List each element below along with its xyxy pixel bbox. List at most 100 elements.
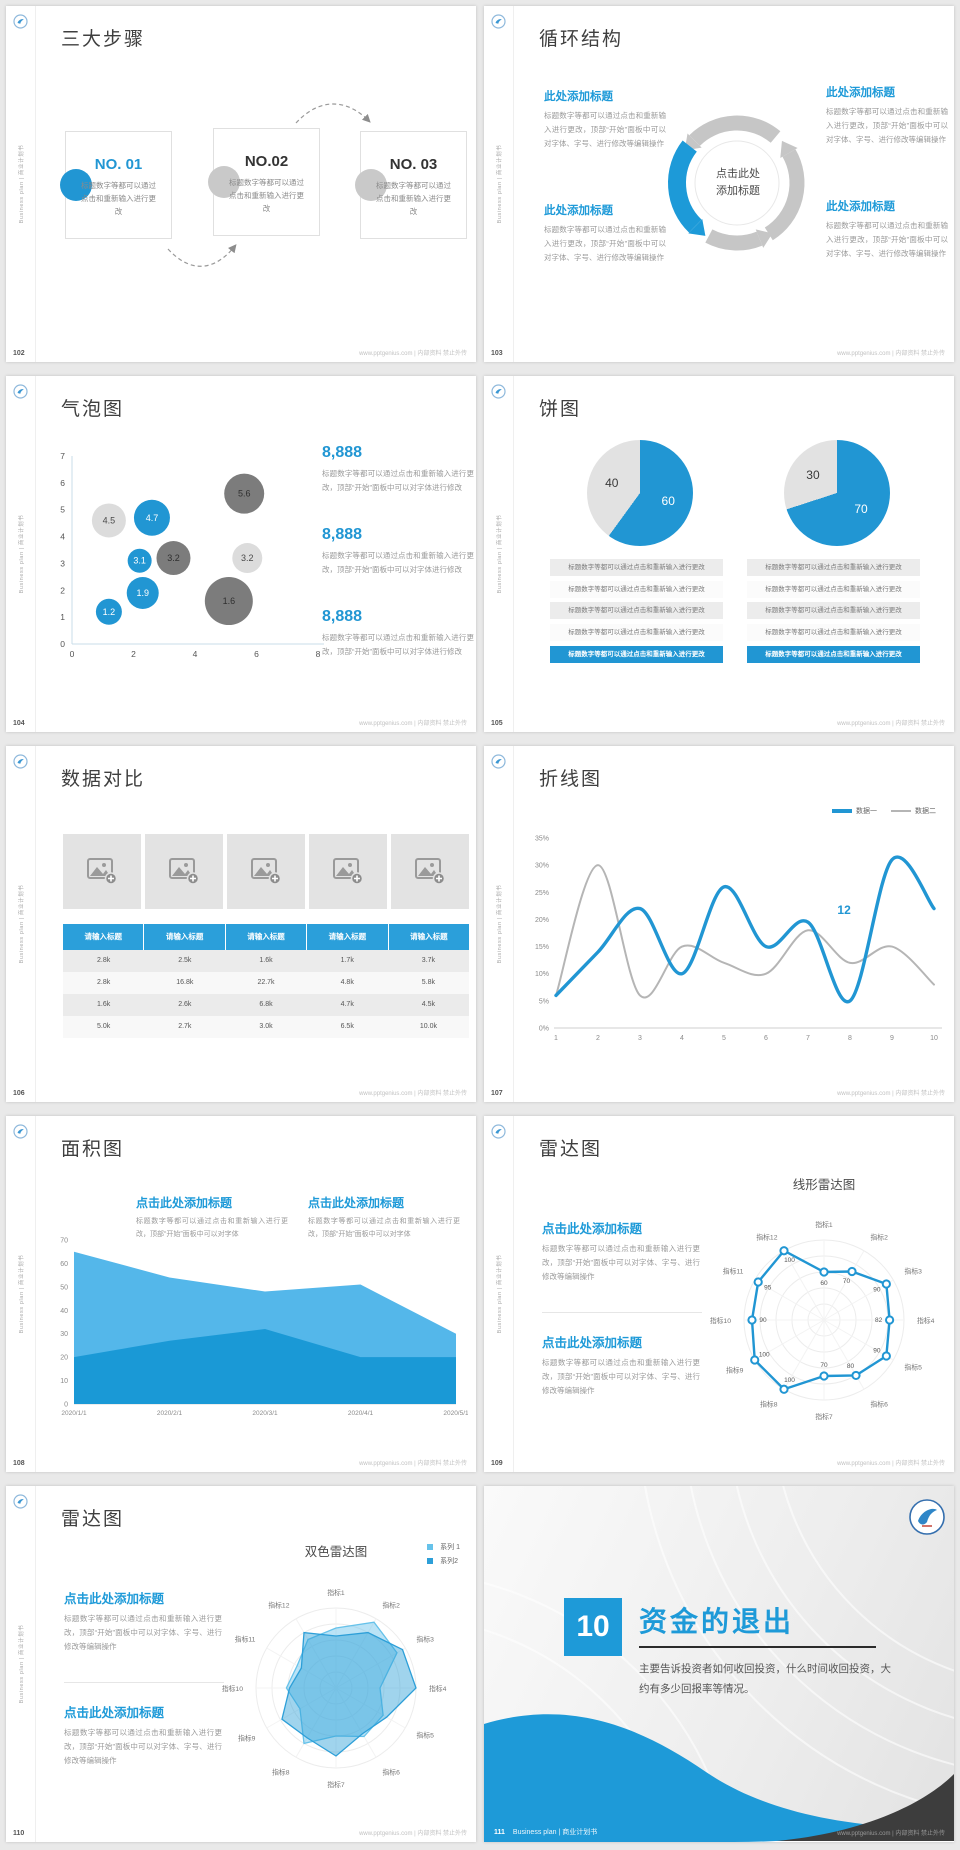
slide-107-line[interactable]: Business plan | 商业计划书 折线图 数据一 数据二 0% 5% 10%… [484,746,954,1102]
pie-row: 标题数字等都可以通过点击和重新输入进行更改 [550,645,723,663]
svg-text:4: 4 [60,532,65,542]
table-cell: 4.8k [340,979,354,986]
svg-text:3.2: 3.2 [167,553,180,563]
page-title: 气泡图 [61,399,125,420]
svg-text:指标2: 指标2 [871,1232,889,1241]
page-number: 107 [491,1090,503,1097]
table-cell: 5.8k [421,979,436,986]
page-title: 雷达图 [61,1509,125,1530]
table-header-cell: 请输入标题 [63,924,144,950]
svg-text:指标10: 指标10 [222,1684,243,1693]
rail-vertical-text: Business plan | 商业计划书 [19,514,25,594]
table-cell: 6.8k [259,1001,273,1008]
image-placeholder[interactable] [63,834,141,909]
pie-row: 标题数字等都可以通过点击和重新输入进行更改 [747,580,920,598]
table-cell: 6.5k [340,1023,354,1030]
svg-text:80: 80 [847,1363,855,1370]
slide-110-radar-dual[interactable]: Business plan | 商业计划书 雷达图 点击此处添加标题 标题数字等… [6,1486,476,1842]
image-placeholder[interactable] [227,834,305,909]
svg-text:6: 6 [764,1035,768,1042]
slide-106-compare[interactable]: Business plan | 商业计划书 数据对比 请输入标题 请输入标题 请输入… [6,746,476,1102]
svg-text:20: 20 [60,1355,68,1362]
pie-row: 标题数字等都可以通过点击和重新输入进行更改 [550,559,723,576]
pie-row: 标题数字等都可以通过点击和重新输入进行更改 [747,624,920,642]
table-cell: 2.8k [96,957,111,964]
svg-text:指标8: 指标8 [272,1768,290,1777]
svg-text:指标5: 指标5 [417,1731,435,1740]
block-title: 点击此处添加标题 [136,1196,233,1210]
table-cell: 1.6k [96,1001,111,1008]
page-number: 110 [13,1830,25,1837]
block-title: 点击此处添加标题 [542,1222,643,1236]
table-cell: 2.5k [178,957,192,964]
page-title: 循环结构 [539,29,624,50]
step-card-3[interactable]: NO. 03 标题数字等都可以通过点击和重新输入进行更改 [355,131,467,239]
step-card-2[interactable]: NO.02 标题数字等都可以通过点击和重新输入进行更改 [208,128,320,236]
image-placeholder[interactable] [309,834,387,909]
svg-text:指标6: 指标6 [871,1400,889,1409]
svg-text:5.6: 5.6 [238,489,251,499]
block-body: 标题数字等都可以通过点击和重新输入进行更改，顶部“开始”面板中可以对字体、字号、… [826,221,948,258]
radar-block-1: 点击此处添加标题 标题数字等都可以通过点击和重新输入进行更改，顶部“开始”面板中… [64,1588,222,1654]
slide-content: 循环结构 此处添加标题 标题数字等都可以通过点击和重新输入进行更改，顶部“开始”… [514,6,954,362]
slide-104-bubble[interactable]: Business plan | 商业计划书 气泡图 0 1 2 3 4 5 6 7 0 2 4 6 8 4… [6,376,476,732]
legend-label: 数据二 [915,808,936,815]
slide-111-cover[interactable]: 10 资金的退出 主要告诉投资者如何收回投资，什么时间收回投资，大约有多少回报率… [484,1486,954,1842]
svg-text:2: 2 [131,649,136,659]
section-number: 10 [564,1598,622,1656]
slide-content: 三大步骤 NO. 01 标题数字等都可以通过点击和重新输入进行更改 NO.02 … [36,6,476,362]
radar-legend: 系列 1 系列2 [427,1542,460,1570]
svg-text:指标3: 指标3 [417,1635,435,1644]
page-title: 折线图 [539,769,603,790]
page-title: 数据对比 [61,769,146,790]
slide-rail: Business plan | 商业计划书 [6,1486,36,1842]
table-header-cell: 请输入标题 [144,924,225,950]
table-cell: 2.8k [96,979,111,986]
step-card-1[interactable]: NO. 01 标题数字等都可以通过点击和重新输入进行更改 [60,131,172,239]
image-placeholder[interactable] [145,834,223,909]
table-cell: 4.5k [421,1001,436,1008]
svg-text:指标5: 指标5 [905,1363,923,1372]
pie-rows-right: 标题数字等都可以通过点击和重新输入进行更改 标题数字等都可以通过点击和重新输入进行… [747,559,920,667]
legend-label: 数据一 [856,808,877,815]
slide-102-steps[interactable]: Business plan | 商业计划书 三大步骤 NO. 01 标题数字等都… [6,6,476,362]
step-bump [208,166,240,198]
radar-block-2: 点击此处添加标题 标题数字等都可以通过点击和重新输入进行更改，顶部“开始”面板中… [64,1702,222,1768]
svg-text:5: 5 [722,1035,726,1042]
image-placeholder[interactable] [391,834,469,909]
legend-item: 数据一 [832,806,877,816]
svg-text:40: 40 [60,1308,68,1315]
slide-103-cycle[interactable]: Business plan | 商业计划书 循环结构 此处添加标题 标题数字等都… [484,6,954,362]
svg-text:指标3: 指标3 [905,1267,923,1276]
svg-text:7: 7 [806,1035,810,1042]
table-row: 2.8k 2.5k 1.6k 1.7k 3.7k [63,950,469,972]
section-title: 资金的退出 [639,1606,795,1637]
rail-vertical-text: Business plan | 商业计划书 [497,884,503,964]
logo-icon [908,1498,946,1541]
page-number: 103 [491,350,503,357]
svg-text:指标10: 指标10 [710,1316,731,1325]
stat-block-2: 8,888 标题数字等都可以通过点击和重新输入进行更改，顶部“开始”面板中可以对… [322,526,474,577]
svg-text:4: 4 [680,1035,684,1042]
footer-site: www.pptgenius.com | 内部资料 禁止外传 [837,1831,945,1837]
rail-vertical-text: Business plan | 商业计划书 [19,884,25,964]
page-number: 111 Business plan | 商业计划书 [494,1827,597,1837]
slide-rail: Business plan | 商业计划书 [484,6,514,362]
svg-text:3: 3 [60,558,65,568]
block-body: 标题数字等都可以通过点击和重新输入进行更改，顶部“开始”面板中可以对字体、字号、… [64,1728,222,1765]
slide-content: 折线图 数据一 数据二 0% 5% 10% 15% 20% 25% 30% 35% 1 2 3 4 5 6 7… [514,746,954,1102]
svg-text:3.2: 3.2 [241,553,254,563]
pie-slice-label: 70 [854,502,868,517]
block-body: 标题数字等都可以通过点击和重新输入进行更改，顶部“开始”面板中可以对字体、字号、… [544,111,666,148]
slide-108-area[interactable]: Business plan | 商业计划书 面积图 点击此处添加标题 标题数字等… [6,1116,476,1472]
step-number: NO. 01 [94,156,143,173]
svg-text:5: 5 [60,505,65,515]
pie-rows-left: 标题数字等都可以通过点击和重新输入进行更改 标题数字等都可以通过点击和重新输入进行… [550,559,723,667]
rail-vertical-text: Business plan | 商业计划书 [19,1254,25,1334]
svg-text:2020/3/1: 2020/3/1 [252,1410,278,1417]
slide-109-radar-line[interactable]: Business plan | 商业计划书 雷达图 点击此处添加标题 标题数字等… [484,1116,954,1472]
svg-text:100: 100 [759,1352,770,1359]
slide-105-pie[interactable]: Business plan | 商业计划书 饼图 60 40 70 30 标题数字等… [484,376,954,732]
cycle-block-1: 此处添加标题 标题数字等都可以通过点击和重新输入进行更改，顶部“开始”面板中可以… [544,88,666,151]
